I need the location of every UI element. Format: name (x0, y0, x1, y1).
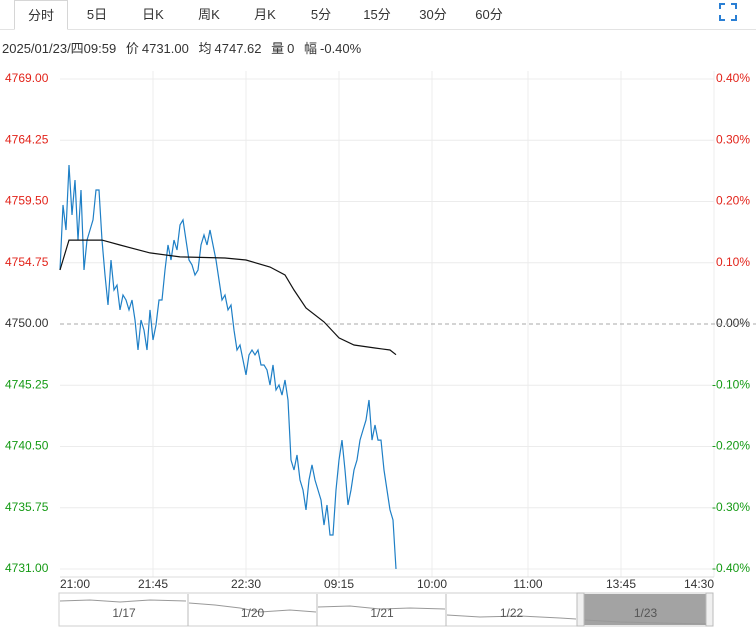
tab[interactable]: 30分 (419, 7, 447, 22)
tab[interactable]: 日K (142, 7, 164, 22)
navigator-selection[interactable] (584, 594, 706, 625)
x-tick-label: 14:30 (684, 577, 714, 591)
tab[interactable]: 5分 (310, 7, 332, 22)
fullscreen-icon[interactable] (719, 3, 737, 21)
navigator-label: 1/22 (500, 606, 524, 620)
navigator-handle[interactable] (705, 592, 714, 627)
y2-tick-label: -0.40% (712, 561, 750, 575)
price-line (59, 164, 397, 570)
y2-tick-label: -0.20% (712, 439, 750, 453)
average-line (59, 239, 397, 356)
x-tick-label: 21:00 (60, 577, 90, 591)
y-tick-label: 4731.00 (5, 561, 49, 575)
y-tick-label: 4759.50 (5, 194, 49, 208)
tab[interactable]: 60分 (475, 7, 503, 22)
tab-bar: 分时 5日 日K 周K 月K 5分 15分 30分 60分 (0, 0, 756, 30)
y-tick-label: 4754.75 (5, 255, 49, 269)
price-label: 价 (125, 41, 139, 56)
grid (60, 71, 715, 577)
vol-label: 量 (271, 41, 285, 56)
y2-tick-label: 0.00% (716, 316, 750, 330)
navigator-label: 1/17 (112, 606, 136, 620)
tab[interactable]: 分时 (14, 0, 68, 30)
x-tick-label: 09:15 (324, 577, 354, 591)
tab[interactable]: 15分 (363, 7, 391, 22)
y-tick-label: 4769.00 (5, 71, 49, 85)
y2-tick-label: 0.20% (716, 194, 750, 208)
x-tick-label: 10:00 (417, 577, 447, 591)
x-tick-label: 21:45 (138, 577, 168, 591)
x-tick-label: 11:00 (513, 577, 542, 591)
y-tick-label: 4745.25 (5, 377, 49, 391)
avg-label: 均 (198, 41, 212, 56)
y2-tick-label: 0.30% (716, 132, 750, 146)
navigator-sparkline (59, 599, 707, 625)
navigator-label: 1/23 (634, 606, 658, 620)
y-tick-label: 4764.25 (5, 132, 49, 146)
y2-tick-label: 0.10% (716, 255, 750, 269)
datetime: 2025/01/23/四09:59 (2, 41, 117, 56)
avg: 4747.62 (214, 41, 262, 56)
tab[interactable]: 月K (254, 7, 276, 22)
y-tick-label: 4750.00 (5, 316, 49, 330)
navigator-handle[interactable] (576, 592, 585, 627)
tab[interactable]: 周K (198, 7, 220, 22)
y-tick-label: 4740.50 (5, 439, 49, 453)
volume: 0 (287, 41, 295, 56)
x-tick-label: 13:45 (606, 577, 636, 591)
navigator-label: 1/21 (370, 606, 394, 620)
change-label: 幅 (304, 41, 318, 56)
y2-tick-label: -0.30% (712, 500, 750, 514)
x-tick-label: 22:30 (231, 577, 261, 591)
y2-tick-label: -0.10% (712, 377, 750, 391)
navigator-label: 1/20 (241, 606, 265, 620)
y2-tick-label: 0.40% (716, 71, 750, 85)
change: -0.40% (320, 41, 362, 56)
y-tick-label: 4735.75 (5, 500, 49, 514)
tab[interactable]: 5日 (86, 7, 108, 22)
price: 4731.00 (141, 41, 189, 56)
